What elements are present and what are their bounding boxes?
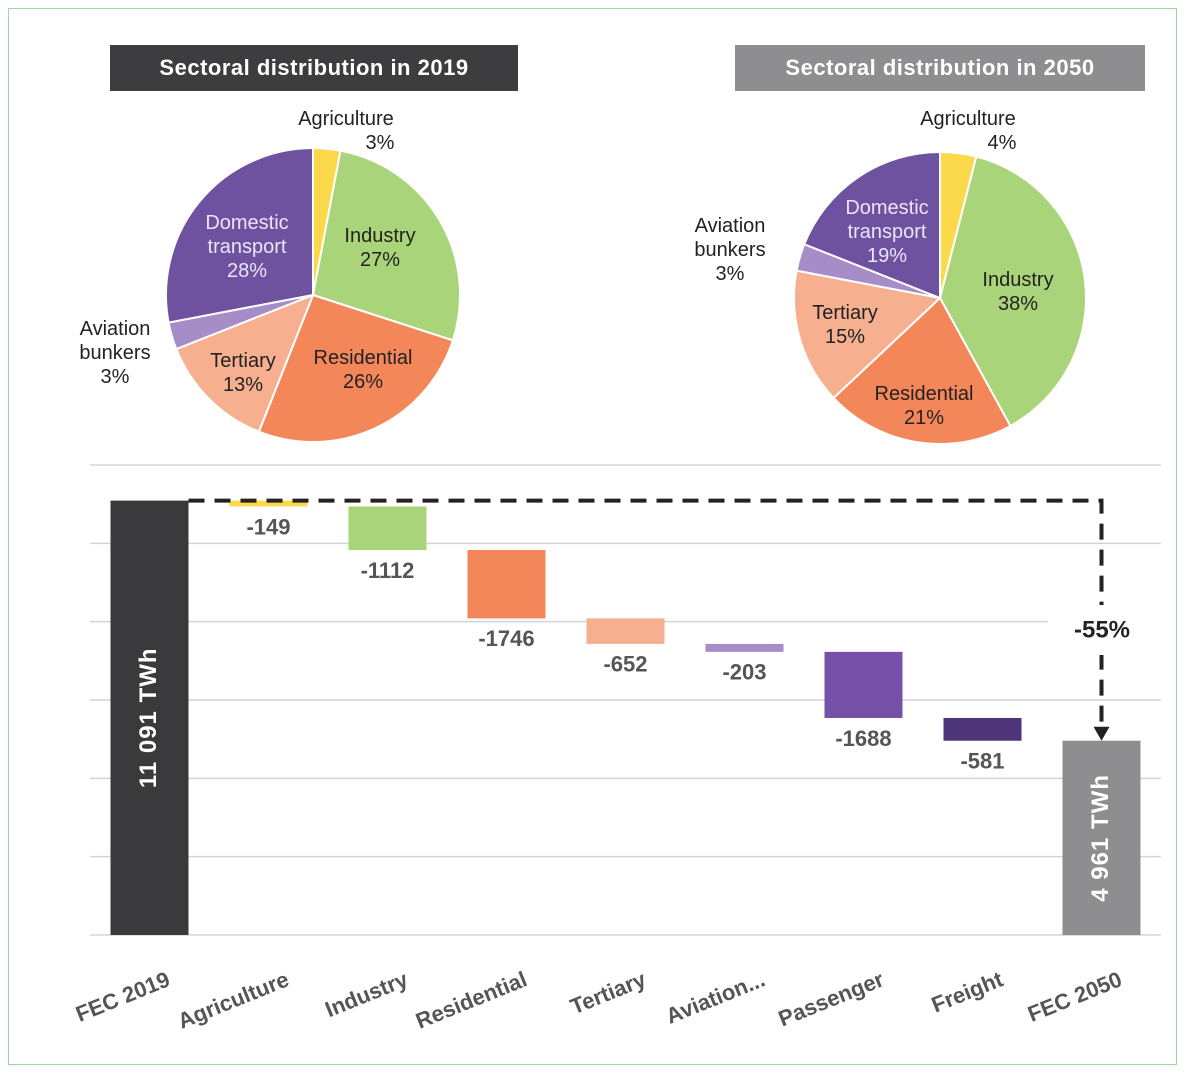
slice-label: Aviation bunkers [79,318,151,364]
x-tick-label: Residential [412,966,530,1033]
slice-value: 3% [100,366,130,388]
x-tick-label: FEC 2050 [1024,966,1125,1026]
value-label: -203 [722,660,766,685]
slice-label: Domestic transport [205,212,289,258]
annotation-box [1048,605,1175,655]
pie-slice [802,150,941,300]
slice-value: 3% [715,263,745,285]
x-tick-label: Aviation... [662,966,768,1028]
bar [705,643,784,652]
bar [943,717,1022,741]
bar [348,506,427,550]
arrow-head [1093,726,1110,741]
slice-label: Residential [874,383,974,405]
value-label: -1746 [478,626,534,651]
slice-value: 19% [866,245,908,267]
slice-label: Agriculture [920,108,1016,130]
slice-value: 28% [226,260,268,282]
slice-value: 4% [987,132,1017,154]
value-label: -581 [960,749,1004,774]
pie-slice [793,269,943,400]
x-tick-label: FEC 2019 [72,966,173,1026]
pie-slice [257,293,455,443]
pie-slice [832,296,1012,445]
pie-title: Sectoral distribution in 2050 [735,45,1145,91]
value-label: -1688 [835,726,891,751]
pie-slice [311,149,461,342]
frame [8,8,1177,1065]
slice-value: 13% [222,374,264,396]
slice-value: 15% [824,326,866,348]
x-tick-label: Freight [928,966,1007,1017]
slice-label: Residential [313,347,413,369]
bar [824,651,903,718]
x-tick-label: Industry [322,966,413,1022]
value-label: -149 [246,514,290,539]
bar [229,500,308,507]
pie-slice [175,293,315,433]
value-label: -652 [603,652,647,677]
slice-value: 21% [903,407,945,429]
total-label: 11 091 TWh [135,647,162,788]
total-label: 4 961 TWh [1087,774,1114,902]
slice-value: 26% [342,371,384,393]
slice-label: Tertiary [210,350,276,372]
bar [467,549,546,619]
slice-label: Industry [344,225,416,247]
slice-label: Domestic transport [845,197,929,243]
slice-value: 3% [365,132,395,154]
value-label: -1112 [361,558,415,583]
slice-value: 27% [359,249,401,271]
bar [110,500,189,935]
x-tick-label: Tertiary [567,966,650,1019]
x-tick-label: Agriculture [174,966,292,1033]
bar [586,618,665,644]
pie-slice [938,155,1087,428]
bar [1062,740,1141,935]
change-arrow [188,498,1104,727]
x-tick-label: Passenger [775,966,888,1031]
pie-slice [165,146,314,324]
slice-label: Industry [982,269,1054,291]
slice-value: 38% [997,293,1039,315]
slice-label: Agriculture [298,108,394,130]
slice-label: Aviation bunkers [694,215,766,261]
annotation: -55% [1074,616,1130,643]
slice-label: Tertiary [812,302,878,324]
pie-title: Sectoral distribution in 2019 [110,45,518,91]
